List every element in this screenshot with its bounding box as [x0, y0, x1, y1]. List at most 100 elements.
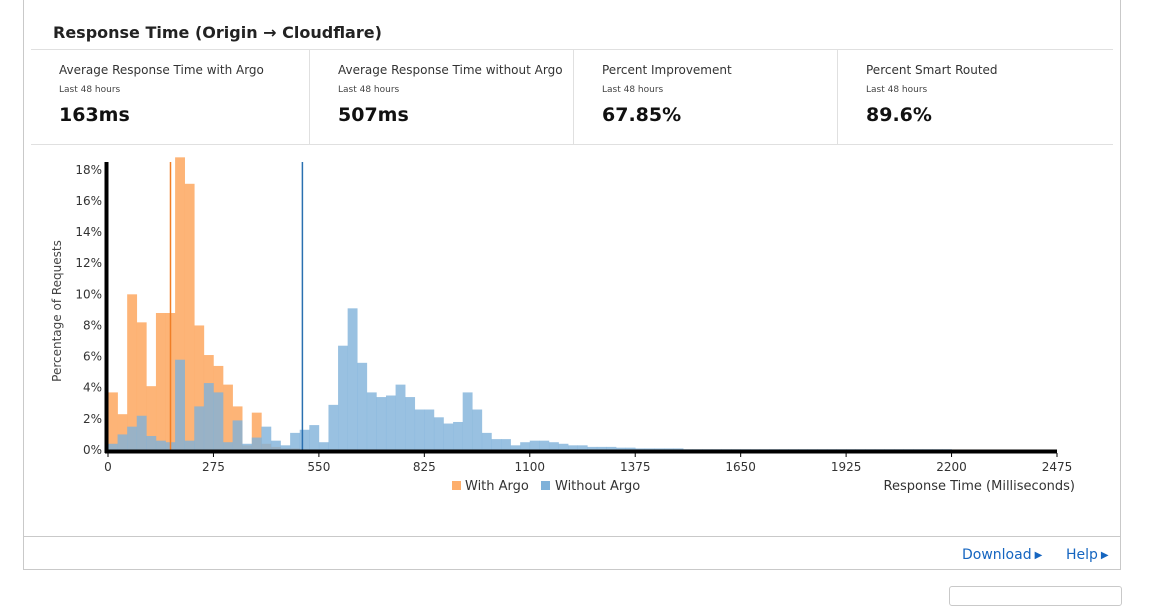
help-label: Help — [1066, 547, 1098, 563]
stat-value: 89.6% — [866, 104, 932, 126]
caret-right-icon: ▶ — [1100, 550, 1109, 561]
title-divider — [31, 49, 1113, 50]
bar-without-argo — [424, 409, 435, 450]
bar-with-argo — [117, 414, 128, 450]
bar-without-argo — [663, 448, 674, 450]
bar-without-argo — [443, 423, 454, 450]
bar-without-argo — [395, 384, 406, 450]
stat-period: Last 48 hours — [602, 85, 664, 95]
bar-without-argo — [405, 397, 416, 450]
bar-without-argo — [299, 429, 310, 450]
stat-percent-improvement: Percent Improvement Last 48 hours 67.85% — [573, 50, 837, 144]
y-tick-label: 12% — [75, 256, 102, 270]
bar-without-argo — [587, 446, 598, 450]
x-tick-label: 1925 — [831, 460, 862, 474]
bar-without-argo — [366, 392, 377, 450]
bar-without-argo — [635, 448, 646, 450]
x-axis-label: Response Time (Milliseconds) — [884, 479, 1075, 494]
bar-without-argo — [520, 442, 531, 450]
legend-item-with-argo[interactable]: With Argo — [452, 479, 529, 494]
y-tick-label: 8% — [83, 318, 102, 332]
x-tick-label: 275 — [202, 460, 225, 474]
legend-label-with-argo: With Argo — [465, 479, 529, 494]
y-axis-ticks: 0% 2% 4% 6% 8% 10% 12% 14% 16% 18% — [75, 163, 102, 457]
bar-without-argo — [213, 392, 224, 450]
caret-right-icon: ▶ — [1034, 550, 1043, 561]
bar-without-argo — [644, 448, 655, 450]
y-tick-label: 16% — [75, 194, 102, 208]
footer-divider — [24, 536, 1120, 537]
bar-without-argo — [385, 395, 396, 450]
bar-without-argo — [616, 447, 626, 450]
stat-avg-without-argo: Average Response Time without Argo Last … — [309, 50, 573, 144]
x-axis-ticks: 0 275 550 825 1100 1375 1650 1925 2200 2475 — [104, 453, 1072, 474]
stat-label: Average Response Time without Argo — [338, 63, 563, 77]
x-tick-label: 2475 — [1042, 460, 1073, 474]
legend-item-without-argo[interactable]: Without Argo — [541, 479, 640, 494]
histogram-chart: 0% 2% 4% 6% 8% 10% 12% 14% 16% 18% 0 275 550 825 1100… — [50, 157, 1075, 494]
bar-without-argo — [251, 437, 262, 450]
bar-without-argo — [175, 359, 185, 450]
x-tick-label: 550 — [307, 460, 330, 474]
bar-without-argo — [155, 440, 166, 450]
bar-without-argo — [414, 409, 425, 450]
bar-without-argo — [146, 435, 157, 450]
bar-without-argo — [491, 439, 502, 450]
bar-without-argo — [462, 392, 473, 450]
bar-with-argo — [184, 183, 195, 450]
y-tick-label: 6% — [83, 350, 102, 364]
bar-without-argo — [223, 442, 233, 450]
x-tick-label: 825 — [413, 460, 436, 474]
legend-swatch-without-argo — [541, 481, 550, 490]
series-without-argo — [108, 308, 952, 450]
bar-without-argo — [625, 447, 636, 450]
bar-with-argo — [136, 322, 147, 450]
y-tick-label: 4% — [83, 381, 102, 395]
bar-without-argo — [232, 420, 243, 450]
bar-without-argo — [280, 445, 291, 450]
bar-with-argo — [127, 294, 138, 450]
stat-label: Percent Smart Routed — [866, 63, 998, 77]
y-tick-label: 14% — [75, 225, 102, 239]
bar-without-argo — [433, 417, 444, 450]
x-tick-label: 1100 — [515, 460, 546, 474]
bar-with-argo — [223, 384, 233, 450]
y-tick-label: 0% — [83, 443, 102, 457]
legend-label-without-argo: Without Argo — [555, 479, 640, 494]
stat-percent-smart-routed: Percent Smart Routed Last 48 hours 89.6% — [837, 50, 1115, 144]
bar-without-argo — [309, 425, 320, 450]
bar-without-argo — [328, 404, 339, 450]
help-link[interactable]: Help ▶ — [1066, 547, 1109, 563]
bar-without-argo — [472, 409, 483, 450]
x-tick-label: 1650 — [725, 460, 756, 474]
download-link[interactable]: Download ▶ — [962, 547, 1042, 563]
x-tick-label: 2200 — [936, 460, 967, 474]
download-label: Download — [962, 547, 1032, 563]
bar-without-argo — [127, 426, 138, 450]
bar-without-argo — [357, 362, 368, 450]
bar-without-argo — [539, 440, 550, 450]
bar-with-argo — [155, 313, 166, 450]
bar-with-argo — [146, 386, 157, 450]
bar-without-argo — [577, 445, 588, 450]
bar-without-argo — [117, 434, 128, 450]
chart-axes — [104, 162, 1057, 454]
bar-without-argo — [596, 446, 607, 450]
legend-swatch-with-argo — [452, 481, 461, 490]
bar-without-argo — [673, 448, 684, 450]
response-time-card: Response Time (Origin → Cloudflare) Aver… — [23, 0, 1121, 570]
bar-without-argo — [481, 432, 492, 450]
partial-panel — [949, 586, 1122, 606]
bar-without-argo — [347, 308, 358, 450]
stat-value: 507ms — [338, 104, 409, 126]
x-tick-label: 1375 — [620, 460, 651, 474]
bar-without-argo — [194, 406, 205, 450]
bar-without-argo — [606, 446, 617, 450]
bar-without-argo — [242, 443, 253, 450]
mean-lines — [169, 162, 304, 450]
stat-period: Last 48 hours — [866, 85, 928, 95]
bar-with-argo — [108, 392, 118, 450]
stat-label: Average Response Time with Argo — [59, 63, 264, 77]
bar-without-argo — [108, 443, 118, 450]
y-tick-label: 18% — [75, 163, 102, 177]
